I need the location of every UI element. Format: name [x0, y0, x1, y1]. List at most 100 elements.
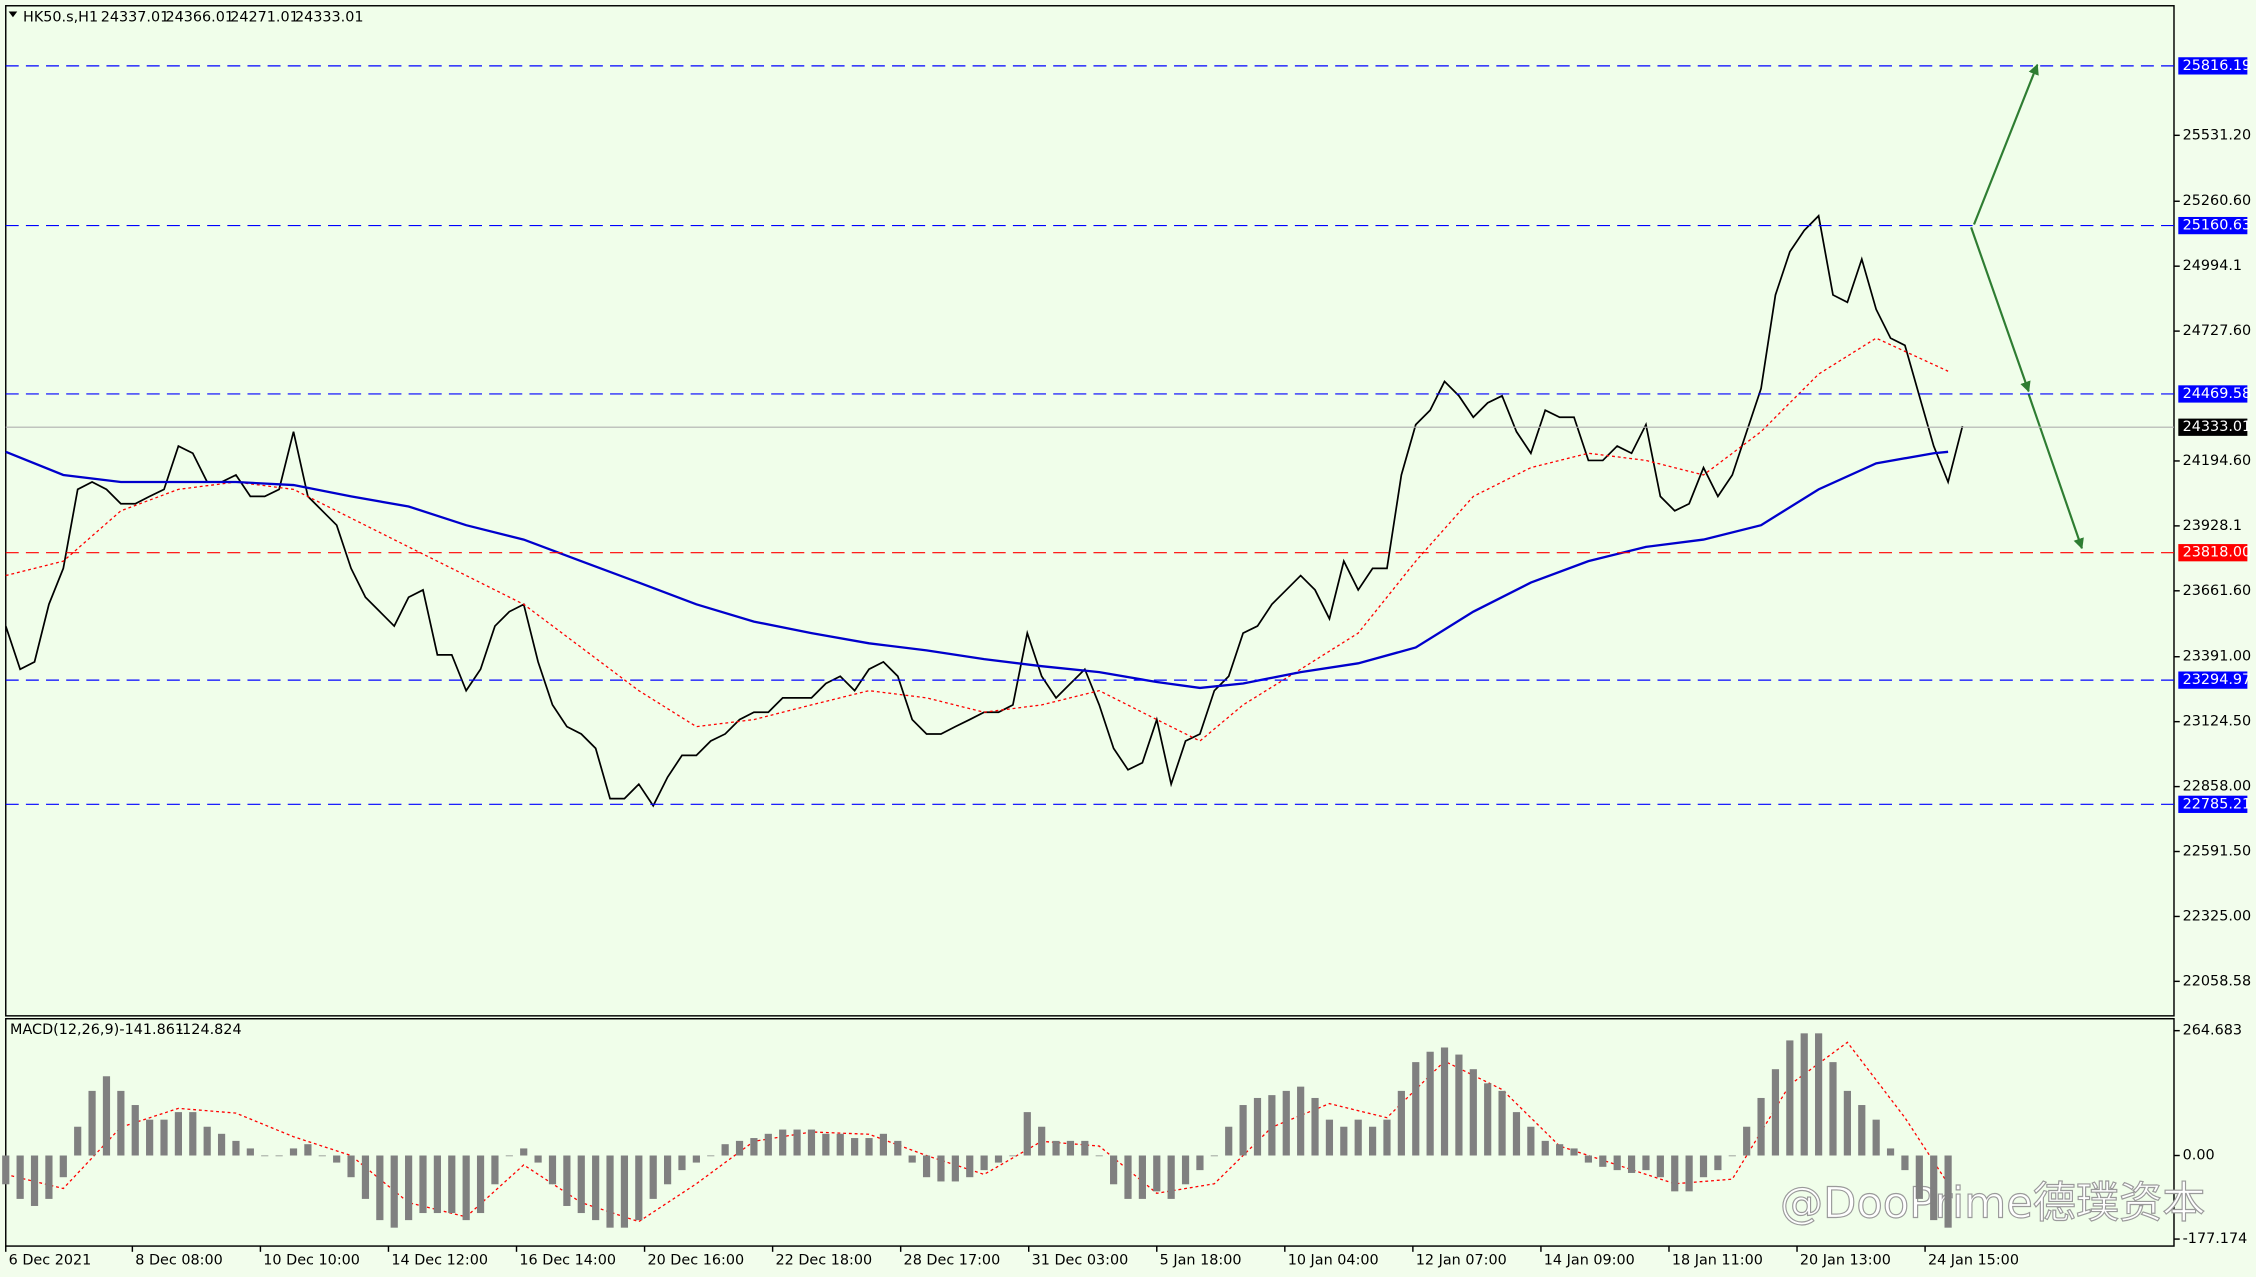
- macd-bar: [1527, 1126, 1535, 1156]
- x-tick-label: 14 Dec 12:00: [391, 1252, 488, 1268]
- macd-bar: [1196, 1155, 1204, 1171]
- macd-bar: [505, 1155, 513, 1157]
- macd-bar: [261, 1155, 269, 1157]
- macd-bar: [1685, 1155, 1693, 1192]
- macd-bar: [1023, 1112, 1031, 1156]
- macd-bar: [692, 1155, 700, 1163]
- macd-bar: [1786, 1040, 1794, 1156]
- macd-bar: [203, 1126, 211, 1156]
- x-tick-label: 10 Jan 04:00: [1288, 1252, 1379, 1268]
- macd-bar: [318, 1155, 326, 1157]
- macd-bar: [275, 1155, 283, 1157]
- x-tick-label: 12 Jan 07:00: [1416, 1252, 1507, 1268]
- macd-bar: [1038, 1126, 1046, 1156]
- macd-bar: [1397, 1090, 1405, 1156]
- macd-bar: [1052, 1140, 1060, 1156]
- macd-bar: [189, 1112, 197, 1156]
- macd-bar: [390, 1155, 398, 1228]
- level-label: 25816.19: [2183, 58, 2252, 74]
- macd-bar: [1009, 1155, 1017, 1157]
- macd-bar: [1081, 1140, 1089, 1156]
- macd-bar: [822, 1133, 830, 1156]
- x-tick-label: 5 Jan 18:00: [1160, 1252, 1242, 1268]
- macd-bar: [1800, 1033, 1808, 1156]
- macd-bar: [246, 1148, 254, 1156]
- macd-bar: [1282, 1090, 1290, 1156]
- macd-bar: [922, 1155, 931, 1178]
- macd-bar: [59, 1155, 67, 1178]
- macd-bar: [764, 1133, 772, 1156]
- x-tick-label: 10 Dec 10:00: [263, 1252, 360, 1268]
- macd-bar: [649, 1155, 657, 1199]
- ma-line: [5, 337, 1949, 742]
- macd-bar: [1843, 1090, 1851, 1156]
- macd-bar: [476, 1155, 485, 1214]
- x-tick-label: 20 Dec 16:00: [647, 1252, 744, 1268]
- ma-line: [5, 1041, 1949, 1223]
- macd-bar: [678, 1155, 686, 1171]
- macd-bar: [865, 1138, 873, 1156]
- y-tick-label: 22858.00: [2183, 779, 2252, 795]
- level-label: 23294.97: [2183, 672, 2252, 688]
- macd-bar: [750, 1138, 758, 1156]
- macd-bar: [1153, 1155, 1161, 1192]
- panel-title: HK50.s,H1: [23, 9, 98, 25]
- level-tag: [2178, 795, 2248, 813]
- macd-bar: [1124, 1155, 1132, 1199]
- y-tick-label: 23928.1: [2183, 518, 2242, 534]
- macd-bar: [980, 1155, 988, 1171]
- macd-bar: [951, 1155, 959, 1182]
- macd-bar: [937, 1155, 945, 1182]
- macd-bar: [433, 1155, 441, 1214]
- y-tick-label: 23391.00: [2183, 649, 2252, 665]
- macd-bar: [1368, 1126, 1377, 1156]
- macd-bar: [376, 1155, 384, 1221]
- macd-bar: [1297, 1086, 1305, 1156]
- macd-bar: [836, 1133, 844, 1156]
- macd-bar: [30, 1155, 39, 1206]
- macd-bar: [117, 1090, 125, 1156]
- header-value: 24271.01: [230, 9, 299, 25]
- macd-bar: [1541, 1140, 1549, 1156]
- macd-bar: [1138, 1155, 1146, 1199]
- macd-bar: [45, 1155, 53, 1199]
- macd-bar: [879, 1133, 888, 1156]
- x-tick-label: 14 Jan 09:00: [1544, 1252, 1635, 1268]
- macd-bar: [1584, 1155, 1593, 1163]
- macd-bar: [1383, 1119, 1391, 1156]
- collapse-icon: [8, 11, 18, 18]
- macd-bar: [74, 1126, 82, 1156]
- macd-bar: [1484, 1083, 1492, 1156]
- x-tick-label: 31 Dec 03:00: [1032, 1252, 1129, 1268]
- y-tick-label: 25260.60: [2183, 193, 2252, 209]
- macd-bar: [102, 1076, 111, 1156]
- macd-bar: [520, 1148, 528, 1156]
- x-tick-label: 8 Dec 08:00: [135, 1252, 223, 1268]
- x-tick-label: 28 Dec 17:00: [904, 1252, 1001, 1268]
- macd-bar: [779, 1129, 787, 1156]
- level-tag: [2178, 216, 2248, 235]
- y-tick-label: -177.174: [2183, 1231, 2248, 1247]
- macd-panel: [5, 1018, 2175, 1247]
- y-tick-label: 264.683: [2183, 1023, 2242, 1039]
- macd-bar: [1915, 1155, 1923, 1199]
- level-tag: [2178, 671, 2248, 689]
- series-line: [5, 450, 1949, 690]
- macd-bar: [851, 1138, 859, 1156]
- current-price-tag: [2178, 418, 2248, 436]
- macd-bar: [1095, 1155, 1103, 1157]
- watermark: @DooPrime德璞资本: [1780, 1178, 2205, 1228]
- macd-bar: [462, 1155, 470, 1221]
- arrow-down: [2027, 393, 2084, 550]
- macd-bar: [1714, 1155, 1722, 1171]
- macd-bar: [88, 1090, 96, 1156]
- x-tick-label: 20 Jan 13:00: [1800, 1252, 1891, 1268]
- y-tick-label: 23661.60: [2183, 583, 2252, 599]
- macd-bar: [1570, 1148, 1578, 1156]
- macd-bar: [131, 1105, 139, 1156]
- macd-bar: [1728, 1155, 1736, 1157]
- macd-bar: [1642, 1155, 1650, 1171]
- x-tick-label: 16 Dec 14:00: [519, 1252, 616, 1268]
- macd-bar: [1412, 1062, 1420, 1156]
